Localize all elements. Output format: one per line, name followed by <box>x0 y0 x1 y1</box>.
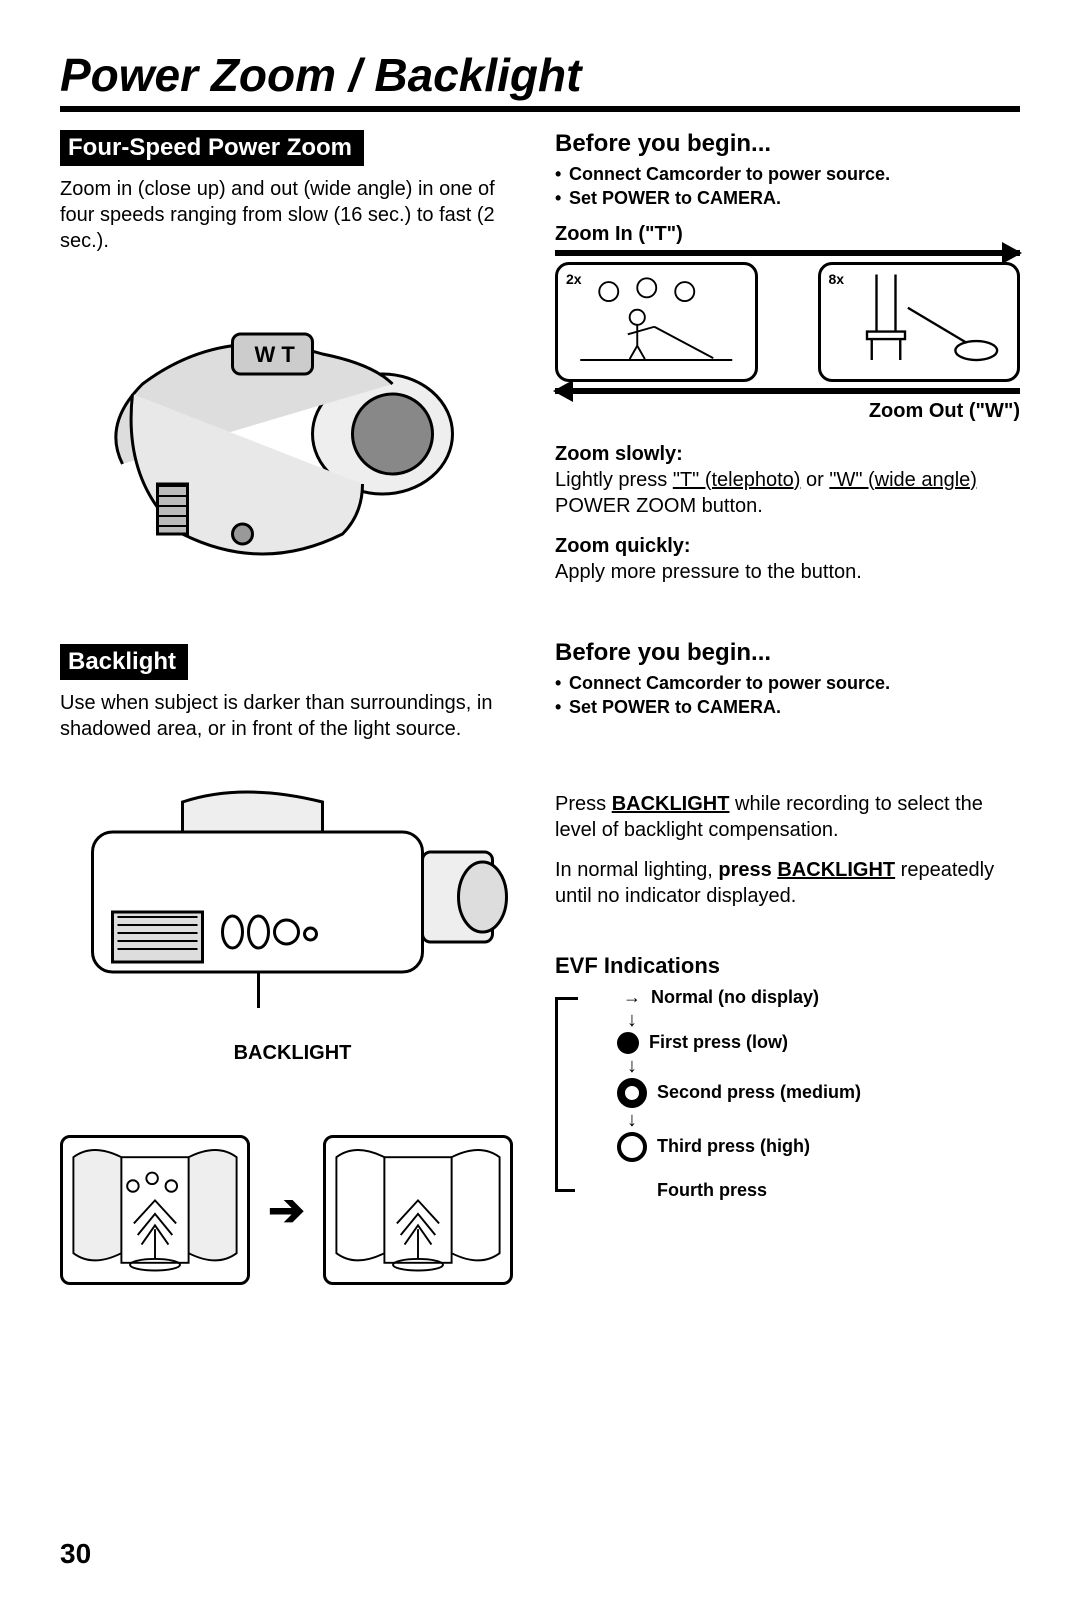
evf-second: Second press (medium) <box>657 1083 861 1103</box>
evf-first: First press (low) <box>649 1033 788 1053</box>
zoom-slowly-mid: or <box>800 469 829 491</box>
evf-dot-high-icon <box>617 1132 647 1162</box>
zoom-before-bullets: Connect Camcorder to power source. Set P… <box>555 162 1020 211</box>
zoom-in-arrow <box>555 250 1020 256</box>
evf-dot-none <box>617 1176 647 1206</box>
zoom-slowly-pre: Lightly press <box>555 469 673 491</box>
arrow-right-icon: ➔ <box>268 1185 305 1236</box>
page-title: Power Zoom / Backlight <box>60 48 1020 102</box>
page-number: 30 <box>60 1538 91 1570</box>
camcorder-side-icon <box>60 772 525 1022</box>
zoom-quickly-body: Apply more pressure to the button. <box>555 561 862 583</box>
bl-normal-pre: In normal lighting, <box>555 859 718 881</box>
evf-third: Third press (high) <box>657 1137 810 1157</box>
camcorder-illustration-backlight <box>60 772 525 1022</box>
zoom-frame-tele: 8x <box>818 262 1021 382</box>
zoom-badge-8x: 8x <box>829 271 845 287</box>
scene-comparison: ➔ <box>60 1135 525 1285</box>
left-column: Four-Speed Power Zoom Zoom in (close up)… <box>60 130 525 1285</box>
bl-normal-bold: press <box>718 859 777 881</box>
zoom-before-heading: Before you begin... <box>555 130 1020 158</box>
zoom-quickly: Zoom quickly: Apply more pressure to the… <box>555 533 1020 585</box>
zoom-quickly-head: Zoom quickly: <box>555 535 691 557</box>
evf-down-arrow-3: ↓ <box>627 1114 1020 1126</box>
zoom-diagram: Zoom In ("T") 2x 8x <box>555 223 1020 423</box>
zoom-slowly-head: Zoom slowly: <box>555 443 683 465</box>
svg-text:W T: W T <box>255 342 296 367</box>
zoom-slowly-post: POWER ZOOM button. <box>555 495 763 517</box>
evf-indications: → Normal (no display) ↓ First press (low… <box>555 987 1020 1206</box>
backlight-header: Backlight <box>60 644 188 680</box>
zoom-bullet-2: Set POWER to CAMERA. <box>555 186 1020 210</box>
evf-dot-medium-icon <box>617 1078 647 1108</box>
evf-heading: EVF Indications <box>555 953 1020 979</box>
backlight-normal-para: In normal lighting, press BACKLIGHT repe… <box>555 857 1020 909</box>
backlight-before-bullets: Connect Camcorder to power source. Set P… <box>555 671 1020 720</box>
backlight-body: Use when subject is darker than surround… <box>60 690 525 742</box>
power-zoom-header: Four-Speed Power Zoom <box>60 130 364 166</box>
evf-fourth: Fourth press <box>657 1181 767 1201</box>
evf-loop-bracket <box>555 997 575 1192</box>
zoom-badge-2x: 2x <box>566 271 582 287</box>
title-rule <box>60 106 1020 112</box>
scene-before <box>60 1135 250 1285</box>
zoom-frame-wide: 2x <box>555 262 758 382</box>
zoom-bullet-1: Connect Camcorder to power source. <box>555 162 1020 186</box>
evf-down-arrow-2: ↓ <box>627 1060 1020 1072</box>
camcorder-illustration-zoom: W T <box>60 284 525 584</box>
scene-after <box>323 1135 513 1285</box>
backlight-bullet-1: Connect Camcorder to power source. <box>555 671 1020 695</box>
backlight-before-heading: Before you begin... <box>555 639 1020 667</box>
evf-down-arrow-1: ↓ <box>627 1014 1020 1026</box>
bl-press-word: BACKLIGHT <box>612 793 730 815</box>
evf-arrow-top-icon: → <box>623 987 641 1008</box>
camcorder-icon: W T <box>60 284 525 584</box>
right-column: Before you begin... Connect Camcorder to… <box>555 130 1020 1285</box>
zoom-w-underline: "W" (wide angle) <box>829 469 977 491</box>
bl-normal-word: BACKLIGHT <box>777 859 895 881</box>
evf-normal: Normal (no display) <box>651 988 819 1008</box>
zoom-out-label: Zoom Out ("W") <box>555 400 1020 423</box>
zoom-t-underline: "T" (telephoto) <box>673 469 801 491</box>
backlight-callout: BACKLIGHT <box>60 1042 525 1065</box>
backlight-press-para: Press BACKLIGHT while recording to selec… <box>555 791 1020 843</box>
power-zoom-body: Zoom in (close up) and out (wide angle) … <box>60 176 525 254</box>
zoom-in-label: Zoom In ("T") <box>555 223 1020 246</box>
bl-press-pre: Press <box>555 793 612 815</box>
backlight-bullet-2: Set POWER to CAMERA. <box>555 695 1020 719</box>
evf-dot-low-icon <box>617 1032 639 1054</box>
zoom-slowly: Zoom slowly: Lightly press "T" (telephot… <box>555 441 1020 519</box>
zoom-out-arrow <box>555 388 1020 394</box>
